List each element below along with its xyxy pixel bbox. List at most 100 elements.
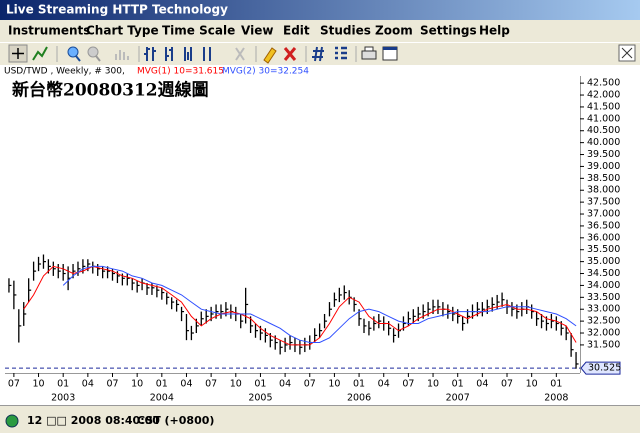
- x-tick-label: 07: [304, 379, 316, 390]
- year-label: 2004: [150, 393, 174, 404]
- x-tick-label: 07: [205, 379, 217, 390]
- y-tick-label: 33.500: [587, 292, 620, 303]
- x-tick-label: 04: [82, 379, 94, 390]
- menu-item[interactable]: Help: [479, 24, 510, 38]
- title-bar: [0, 0, 640, 20]
- y-tick-label: 38.000: [587, 185, 620, 196]
- y-tick-label: 35.500: [587, 244, 620, 255]
- menu-item[interactable]: Studies: [320, 24, 371, 38]
- x-tick-label: 07: [402, 379, 414, 390]
- x-tick-label: 04: [378, 379, 390, 390]
- menu-item[interactable]: Settings: [420, 24, 477, 38]
- x-tick-label: 01: [156, 379, 168, 390]
- year-label: 2003: [51, 393, 75, 404]
- y-tick-label: 34.000: [587, 280, 620, 291]
- year-label: 2008: [544, 393, 568, 404]
- print-paper: [364, 46, 374, 52]
- disabled-icon: [235, 47, 245, 61]
- chart-area: [0, 65, 640, 405]
- info-ma1: MVG(1) 10=31.615: [137, 67, 224, 77]
- year-label: 2006: [347, 393, 371, 404]
- y-tick-label: 40.500: [587, 125, 620, 136]
- y-tick-label: 31.500: [587, 339, 620, 350]
- y-tick-label: 33.000: [587, 304, 620, 315]
- y-tick-label: 34.500: [587, 268, 620, 279]
- window-title: Live Streaming HTTP Technology: [6, 3, 228, 17]
- chart-title: 新台幣20080312週線圖: [12, 80, 209, 101]
- period-icons[interactable]: [144, 47, 211, 61]
- toolbar-icons: [8, 44, 636, 64]
- x-tick-label: 01: [452, 379, 464, 390]
- menu-item[interactable]: Time Scale: [162, 24, 235, 38]
- menu-item[interactable]: Instruments: [8, 24, 90, 38]
- x-tick-label: 04: [180, 379, 192, 390]
- window-icon-bar: [383, 47, 397, 50]
- menu-item[interactable]: Edit: [283, 24, 310, 38]
- y-tick-label: 36.500: [587, 220, 620, 231]
- x-tick-label: 01: [254, 379, 266, 390]
- y-tick-label: 35.000: [587, 256, 620, 267]
- x-tick-label: 01: [550, 379, 562, 390]
- crosshair-icon: [12, 48, 24, 59]
- x-tick-label: 10: [427, 379, 439, 390]
- y-tick-label: 42.000: [587, 90, 620, 101]
- status-bar: [0, 405, 640, 433]
- menu-item[interactable]: Zoom: [375, 24, 413, 38]
- x-tick-label: 01: [353, 379, 365, 390]
- status-date: 12 □□ 2008 08:40:00: [27, 414, 160, 427]
- bars-icon[interactable]: [115, 50, 129, 60]
- delete-icon[interactable]: [283, 47, 297, 61]
- last-price-pointer: [580, 361, 621, 375]
- menu-bar: [0, 20, 640, 42]
- zoom-out-icon[interactable]: [87, 46, 99, 58]
- zoom-handle: [95, 55, 101, 62]
- plot: 31.50032.00032.50033.00033.50034.00034.5…: [5, 76, 621, 404]
- x-tick-label: 10: [328, 379, 340, 390]
- x-tick-label: 07: [501, 379, 513, 390]
- x-tick-label: 10: [526, 379, 538, 390]
- last-price-label: 30.525: [588, 363, 621, 374]
- info-ma2: MVG(2) 30=32.254: [222, 67, 309, 77]
- year-label: 2005: [248, 393, 272, 404]
- x-tick-label: 10: [32, 379, 44, 390]
- year-label: 2007: [446, 393, 470, 404]
- detach-icon: [621, 47, 633, 59]
- zoom-in-icon[interactable]: [67, 46, 79, 58]
- toolbar: [0, 42, 640, 65]
- y-tick-label: 39.500: [587, 149, 620, 160]
- x-tick-label: 04: [279, 379, 291, 390]
- x-tick-label: 07: [106, 379, 118, 390]
- status-icon: [5, 414, 19, 428]
- x-tick-label: 10: [131, 379, 143, 390]
- y-tick-label: 32.000: [587, 328, 620, 339]
- x-tick-label: 01: [57, 379, 69, 390]
- x-tick-label: 10: [230, 379, 242, 390]
- y-tick-label: 37.500: [587, 197, 620, 208]
- zoom-handle: [75, 55, 81, 62]
- y-tick-label: 32.500: [587, 316, 620, 327]
- y-tick-label: 39.000: [587, 161, 620, 172]
- status-zone: CST (+0800): [137, 414, 214, 427]
- print-icon[interactable]: [361, 50, 377, 60]
- moving-average-line: [23, 265, 577, 346]
- x-tick-label: 04: [476, 379, 488, 390]
- x-tick-label: 07: [8, 379, 20, 390]
- y-tick-label: 38.500: [587, 173, 620, 184]
- list-icon[interactable]: [335, 46, 347, 60]
- menu-item[interactable]: Chart Type: [86, 24, 159, 38]
- moving-average-line: [62, 265, 577, 343]
- y-tick-label: 42.500: [587, 78, 620, 89]
- chart-icon[interactable]: [32, 46, 48, 61]
- grid-icon[interactable]: [312, 46, 324, 62]
- menu-item[interactable]: View: [241, 24, 273, 38]
- y-tick-label: 41.000: [587, 113, 620, 124]
- y-tick-label: 41.500: [587, 101, 620, 112]
- y-tick-label: 40.000: [587, 137, 620, 148]
- info-symbol: USD/TWD , Weekly, # 300,: [4, 67, 125, 77]
- y-tick-label: 36.000: [587, 232, 620, 243]
- pencil-icon[interactable]: [263, 47, 277, 64]
- y-tick-label: 37.000: [587, 209, 620, 220]
